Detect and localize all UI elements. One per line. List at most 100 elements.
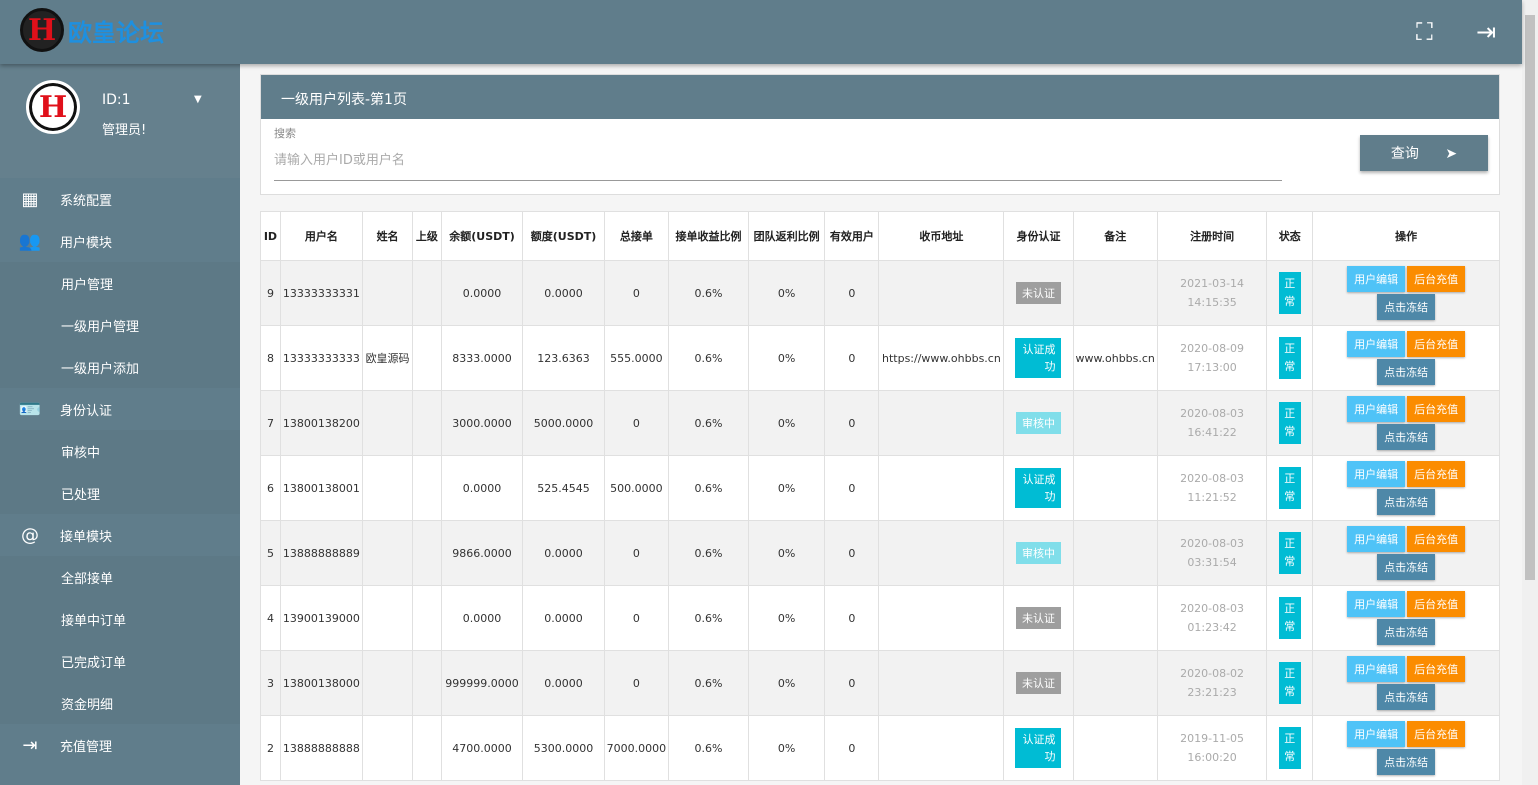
cell-total: 0 (603, 650, 670, 716)
sidebar-item[interactable]: 🪪 身份认证 (0, 388, 240, 430)
cell-username: 13333333333 (279, 325, 363, 391)
avatar: H (26, 80, 80, 134)
cell-status: 正常 (1266, 715, 1314, 781)
reg-date: 2020-08-03 (1180, 537, 1245, 550)
edit-user-button[interactable]: 用户编辑 (1347, 461, 1406, 487)
status-badge: 正常 (1278, 272, 1301, 314)
sidebar-item[interactable]: 👥 用户模块 (0, 220, 240, 262)
recharge-button[interactable]: 后台充值 (1407, 656, 1466, 682)
cell-note (1072, 715, 1158, 781)
sidebar-item[interactable]: 审核中 (0, 430, 240, 472)
cell-ratio: 0.6% (668, 520, 749, 586)
sidebar-item[interactable]: 一级用户添加 (0, 346, 240, 388)
edit-user-button[interactable]: 用户编辑 (1347, 526, 1406, 552)
freeze-button[interactable]: 点击冻结 (1377, 294, 1436, 320)
cell-username: 13888888889 (279, 520, 363, 586)
sidebar-item[interactable]: 接单中订单 (0, 598, 240, 640)
edit-user-button[interactable]: 用户编辑 (1347, 656, 1406, 682)
cell-id: 5 (260, 520, 281, 586)
sidebar-item[interactable]: 已处理 (0, 472, 240, 514)
table-row: 9 13333333331 0.0000 0.0000 0 0.6% 0% 0 未认证 2021-… (260, 260, 1500, 326)
cell-status: 正常 (1266, 260, 1314, 326)
sidebar-item[interactable]: ⇥ 充值管理 (0, 724, 240, 766)
column-header: ID (260, 211, 281, 261)
freeze-button[interactable]: 点击冻结 (1377, 359, 1436, 385)
column-header: 团队返利比例 (747, 211, 826, 261)
edit-user-button[interactable]: 用户编辑 (1347, 721, 1406, 747)
freeze-button[interactable]: 点击冻结 (1377, 684, 1436, 710)
freeze-button[interactable]: 点击冻结 (1377, 424, 1436, 450)
cell-status: 正常 (1266, 390, 1314, 456)
cell-note (1072, 585, 1158, 651)
logout-icon[interactable]: ⇥ (1476, 18, 1497, 46)
recharge-button[interactable]: 后台充值 (1407, 396, 1466, 422)
table-row: 5 13888888889 9866.0000 0.0000 0 0.6% 0% 0 审核中 20… (260, 520, 1500, 586)
recharge-button[interactable]: 后台充值 (1407, 266, 1466, 292)
cell-address (878, 260, 1005, 326)
query-button[interactable]: 查询 ➤ (1360, 135, 1488, 171)
cell-valid: 0 (824, 455, 880, 521)
cell-team: 0% (747, 390, 826, 456)
column-header: 状态 (1266, 211, 1314, 261)
cell-name: 欧皇源码 (361, 325, 414, 391)
cell-date: 2019-11-05 16:00:20 (1156, 715, 1268, 781)
sidebar-item[interactable]: ▦ 系统配置 (0, 178, 240, 220)
cell-parent (412, 390, 442, 456)
cell-name (361, 390, 414, 456)
scrollbar[interactable] (1522, 0, 1538, 785)
sidebar-item[interactable]: 资金明细 (0, 682, 240, 724)
cell-balance: 0.0000 (440, 455, 524, 521)
sidebar-item[interactable]: 全部接单 (0, 556, 240, 598)
cell-parent (412, 455, 442, 521)
freeze-button[interactable]: 点击冻结 (1377, 749, 1436, 775)
sidebar-item[interactable]: @ 接单模块 (0, 514, 240, 556)
fullscreen-icon[interactable]: ⛶ (1416, 18, 1433, 46)
chevron-down-icon[interactable]: ▼ (194, 94, 202, 105)
cell-actions: 用户编辑 后台充值 点击冻结 (1312, 520, 1500, 586)
cell-auth: 认证成功 (1003, 455, 1074, 521)
cell-team: 0% (747, 585, 826, 651)
edit-user-button[interactable]: 用户编辑 (1347, 331, 1406, 357)
cell-auth: 认证成功 (1003, 325, 1074, 391)
id-badge-icon: 🪪 (18, 398, 42, 420)
logo[interactable]: H 欧皇论坛 (20, 8, 164, 52)
login-icon: ⇥ (22, 734, 38, 756)
recharge-button[interactable]: 后台充值 (1407, 721, 1466, 747)
recharge-button[interactable]: 后台充值 (1407, 331, 1466, 357)
cell-quota: 525.4545 (522, 455, 605, 521)
sidebar-item[interactable]: 已完成订单 (0, 640, 240, 682)
auth-badge: 未认证 (1015, 672, 1061, 694)
edit-user-button[interactable]: 用户编辑 (1347, 591, 1406, 617)
edit-user-button[interactable]: 用户编辑 (1347, 396, 1406, 422)
cell-name (361, 585, 414, 651)
sidebar-item[interactable]: 一级用户管理 (0, 304, 240, 346)
cell-address (878, 520, 1005, 586)
cell-username: 13800138001 (279, 455, 363, 521)
recharge-button[interactable]: 后台充值 (1407, 591, 1466, 617)
auth-badge: 审核中 (1015, 412, 1061, 434)
cell-total: 0 (603, 390, 670, 456)
cell-parent (412, 325, 442, 391)
cell-ratio: 0.6% (668, 455, 749, 521)
search-input[interactable] (274, 141, 1282, 181)
cell-team: 0% (747, 325, 826, 391)
freeze-button[interactable]: 点击冻结 (1377, 619, 1436, 645)
cell-date: 2020-08-03 03:31:54 (1156, 520, 1268, 586)
status-badge: 正常 (1278, 727, 1301, 769)
sidebar-item[interactable]: 用户管理 (0, 262, 240, 304)
freeze-button[interactable]: 点击冻结 (1377, 554, 1436, 580)
cell-total: 500.0000 (603, 455, 670, 521)
cell-address: https://www.ohbbs.cn (878, 325, 1005, 391)
recharge-button[interactable]: 后台充值 (1407, 526, 1466, 552)
edit-user-button[interactable]: 用户编辑 (1347, 266, 1406, 292)
freeze-button[interactable]: 点击冻结 (1377, 489, 1436, 515)
scrollbar-thumb[interactable] (1525, 15, 1535, 580)
reg-date: 2020-08-09 (1180, 342, 1245, 355)
cell-quota: 5000.0000 (522, 390, 605, 456)
column-header: 余额(USDT) (440, 211, 524, 261)
recharge-button[interactable]: 后台充值 (1407, 461, 1466, 487)
cell-total: 0 (603, 585, 670, 651)
cell-total: 555.0000 (603, 325, 670, 391)
cell-parent (412, 260, 442, 326)
cell-note (1072, 390, 1158, 456)
